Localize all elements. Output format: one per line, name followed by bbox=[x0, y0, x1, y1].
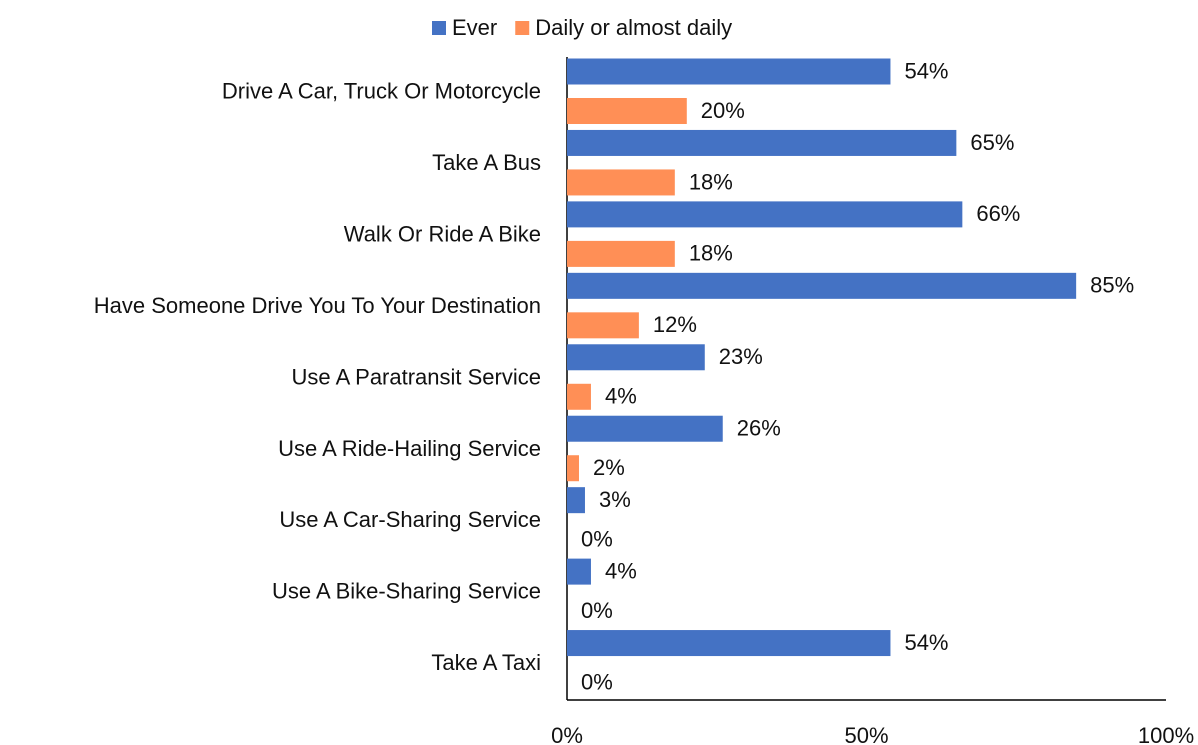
legend-label: Daily or almost daily bbox=[535, 15, 732, 40]
value-label: 18% bbox=[689, 241, 733, 266]
value-label: 2% bbox=[593, 455, 625, 480]
value-label: 54% bbox=[904, 58, 948, 83]
bar bbox=[567, 272, 1077, 299]
bar bbox=[567, 129, 957, 156]
y-tick-label: Use A Bike-Sharing Service bbox=[272, 579, 541, 604]
bar bbox=[567, 240, 675, 267]
bar bbox=[567, 312, 639, 339]
y-tick-label: Use A Ride-Hailing Service bbox=[278, 436, 541, 461]
y-tick-label: Use A Car-Sharing Service bbox=[279, 507, 541, 532]
bar bbox=[567, 383, 591, 410]
value-label: 4% bbox=[605, 558, 637, 583]
y-tick-label: Use A Paratransit Service bbox=[292, 364, 541, 389]
bar bbox=[567, 169, 675, 196]
y-tick-label: Take A Taxi bbox=[431, 650, 541, 675]
value-label: 23% bbox=[719, 344, 763, 369]
bar bbox=[567, 98, 687, 124]
value-label: 3% bbox=[599, 487, 631, 512]
value-label: 0% bbox=[581, 598, 613, 623]
bar bbox=[567, 415, 723, 442]
value-label: 85% bbox=[1090, 273, 1134, 298]
bar bbox=[567, 487, 585, 514]
bar bbox=[567, 455, 579, 482]
value-label: 4% bbox=[605, 384, 637, 409]
bar bbox=[567, 630, 891, 657]
legend-swatch bbox=[515, 21, 530, 35]
value-label: 66% bbox=[976, 201, 1020, 226]
y-tick-label: Take A Bus bbox=[432, 150, 541, 175]
y-tick-label: Walk Or Ride A Bike bbox=[344, 221, 541, 246]
y-tick-label: Drive A Car, Truck Or Motorcycle bbox=[222, 79, 541, 104]
value-label: 0% bbox=[581, 669, 613, 694]
value-label: 0% bbox=[581, 526, 613, 551]
bar bbox=[567, 58, 891, 85]
value-label: 18% bbox=[689, 169, 733, 194]
value-label: 20% bbox=[701, 98, 745, 123]
value-label: 12% bbox=[653, 312, 697, 337]
bar bbox=[567, 344, 705, 371]
bar bbox=[567, 558, 591, 585]
x-tick-label: 50% bbox=[844, 723, 888, 745]
x-tick-label: 100% bbox=[1138, 723, 1194, 745]
y-tick-label: Have Someone Drive You To Your Destinati… bbox=[94, 293, 541, 318]
legend-label: Ever bbox=[452, 15, 497, 40]
value-label: 54% bbox=[904, 630, 948, 655]
bar bbox=[567, 201, 963, 228]
value-label: 26% bbox=[737, 416, 781, 441]
x-tick-label: 0% bbox=[551, 723, 583, 745]
legend-swatch bbox=[432, 21, 446, 35]
value-label: 65% bbox=[970, 130, 1014, 155]
